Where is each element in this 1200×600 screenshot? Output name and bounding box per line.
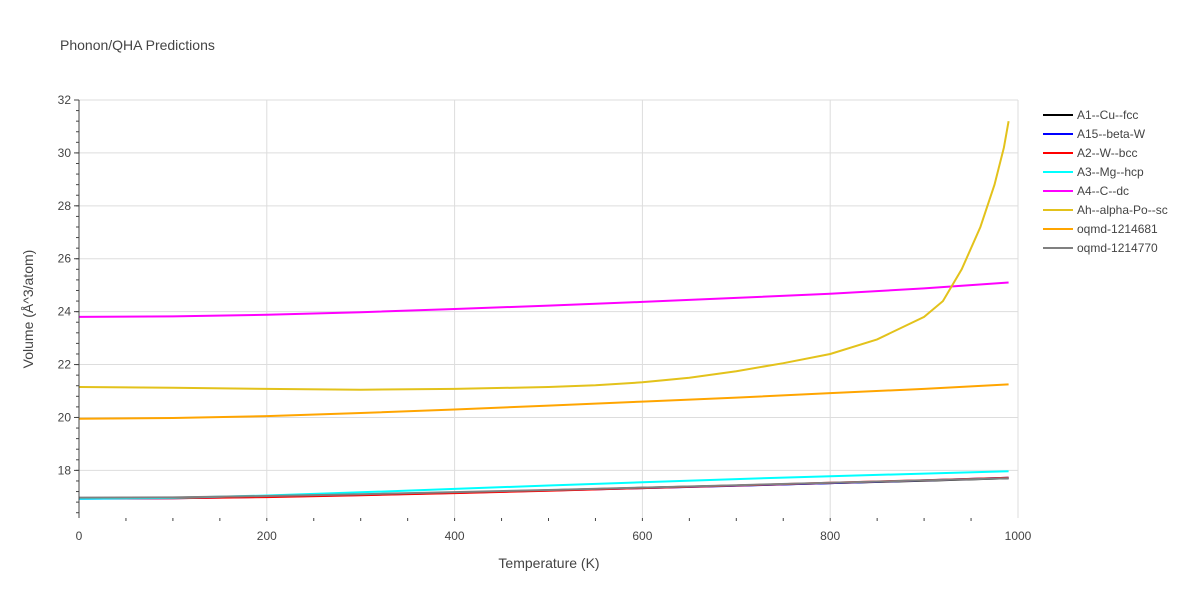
x-axis-title: Temperature (K)	[498, 555, 599, 571]
series-line-A3--Mg--hcp	[78, 470, 1009, 500]
series-lines	[78, 121, 1010, 500]
y-tick-label: 30	[58, 146, 72, 160]
legend-item[interactable]: oqmd-1214770	[1043, 241, 1158, 255]
y-tick-label: 24	[58, 305, 72, 319]
legend-item[interactable]: A4--C--dc	[1043, 184, 1129, 198]
legend-item[interactable]: A15--beta-W	[1043, 127, 1146, 141]
series-line-oqmd-1214681	[78, 383, 1009, 420]
gridlines	[79, 99, 1019, 518]
x-tick-label: 1000	[1005, 529, 1032, 543]
legend-label: A3--Mg--hcp	[1077, 165, 1144, 179]
y-axis-title: Volume (Å^3/atom)	[20, 250, 36, 369]
x-tick-label: 400	[445, 529, 465, 543]
chart-title: Phonon/QHA Predictions	[60, 37, 215, 53]
x-tick-label: 800	[820, 529, 840, 543]
legend-label: A4--C--dc	[1077, 184, 1129, 198]
y-tick-label: 20	[58, 410, 72, 424]
series-line-A4--C--dc	[78, 281, 1009, 318]
x-tick-label: 600	[632, 529, 652, 543]
legend-item[interactable]: A3--Mg--hcp	[1043, 165, 1144, 179]
series-line-oqmd-1214770	[78, 477, 1009, 499]
y-tick-label: 22	[58, 358, 72, 372]
legend-label: A1--Cu--fcc	[1077, 108, 1138, 122]
legend-label: oqmd-1214681	[1077, 222, 1158, 236]
legend-label: A15--beta-W	[1077, 127, 1146, 141]
legend-label: A2--W--bcc	[1077, 146, 1137, 160]
y-tick-label: 28	[58, 199, 72, 213]
x-tick-label: 0	[76, 529, 83, 543]
legend-label: oqmd-1214770	[1077, 241, 1158, 255]
legend-label: Ah--alpha-Po--sc	[1077, 203, 1168, 217]
y-tick-label: 26	[58, 252, 72, 266]
legend-item[interactable]: Ah--alpha-Po--sc	[1043, 203, 1168, 217]
series-line-Ah--alpha-Po--sc	[78, 121, 1010, 391]
axis-ticks: 0 200 400 600 800 1000 18 20 22 24 26 28 30 32	[58, 93, 1032, 543]
legend[interactable]: A1--Cu--fcc A15--beta-W A2--W--bcc A3--Mg--…	[1043, 108, 1168, 255]
legend-item[interactable]: A2--W--bcc	[1043, 146, 1137, 160]
legend-item[interactable]: oqmd-1214681	[1043, 222, 1158, 236]
x-tick-label: 200	[257, 529, 277, 543]
y-tick-label: 18	[58, 463, 72, 477]
y-tick-label: 32	[58, 93, 72, 107]
legend-item[interactable]: A1--Cu--fcc	[1043, 108, 1138, 122]
